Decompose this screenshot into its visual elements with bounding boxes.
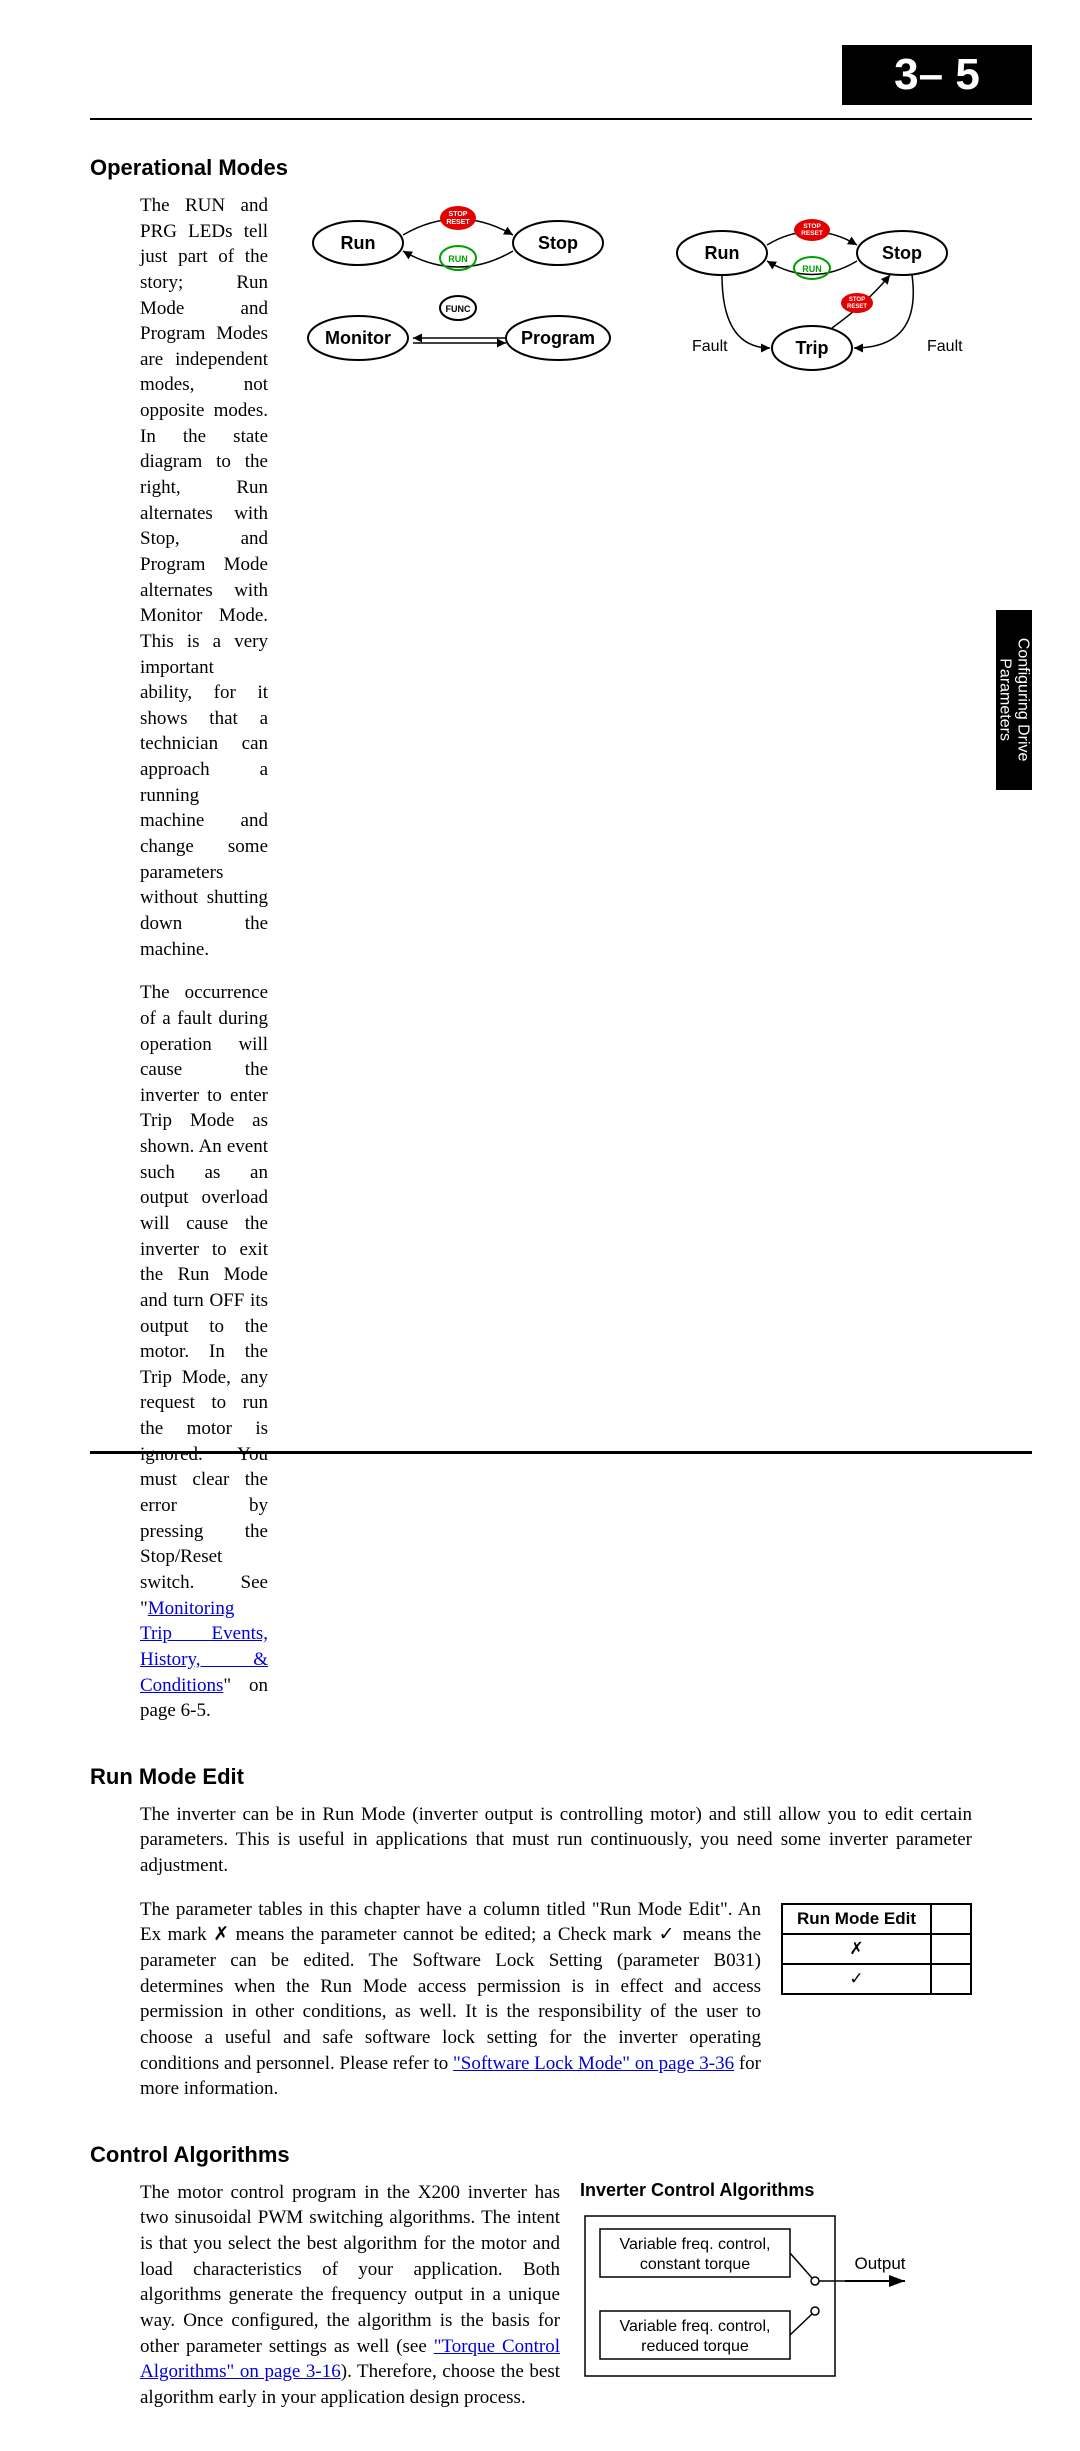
op-modes-row: The RUN and PRG LEDs tell just part of t… [90, 193, 972, 1742]
ca-p1: The motor control program in the X200 in… [140, 2180, 560, 2411]
link-software-lock[interactable]: "Software Lock Mode" on page 3-36 [453, 2053, 734, 2074]
section-operational-modes: Operational Modes The RUN and PRG LEDs t… [90, 155, 972, 1742]
rme-th-text: Run Mode Edit [797, 1909, 916, 1928]
svg-text:RESET: RESET [801, 230, 823, 237]
d2-fault-l: Fault [692, 338, 728, 355]
d2-fault-r: Fault [927, 338, 963, 355]
d1-stop: Stop [538, 233, 578, 253]
algo-box1-l1: Variable freq. control, [620, 2236, 771, 2253]
heading-operational-modes: Operational Modes [90, 155, 972, 181]
side-tab-text: Configuring DriveParameters [996, 638, 1031, 762]
page-number: 3– 5 [842, 45, 1032, 105]
rme-text: The parameter tables in this chapter hav… [140, 1897, 761, 2120]
rme-th: Run Mode Edit [782, 1904, 931, 1934]
section-run-mode-edit: Run Mode Edit The inverter can be in Run… [90, 1764, 972, 2120]
diagram-run-stop-monitor-program: Run Stop STOP RESET RUN Monitor [288, 193, 628, 393]
algo-box1-l2: constant torque [640, 2256, 750, 2273]
svg-text:RESET: RESET [446, 219, 470, 226]
svg-text:STOP: STOP [849, 297, 865, 303]
section-control-algorithms: Control Algorithms The motor control pro… [90, 2142, 972, 2429]
algo-svg: Variable freq. control, constant torque … [580, 2211, 920, 2391]
d1-func: FUNC [446, 304, 471, 314]
rme-body: The inverter can be in Run Mode (inverte… [140, 1802, 972, 2120]
d1-run: Run [341, 233, 376, 253]
heading-run-mode-edit: Run Mode Edit [90, 1764, 972, 1790]
algo-output: Output [854, 2254, 905, 2273]
op-modes-text: The RUN and PRG LEDs tell just part of t… [140, 193, 268, 1742]
ca-diagram-title: Inverter Control Algorithms [580, 2180, 920, 2201]
page-number-text: 3– 5 [894, 50, 980, 100]
d2-stop: Stop [882, 243, 922, 263]
rme-p1: The inverter can be in Run Mode (inverte… [140, 1802, 972, 1879]
rme-r1: ✗ [782, 1934, 931, 1964]
svg-text:STOP: STOP [449, 211, 468, 218]
op-modes-p1: The RUN and PRG LEDs tell just part of t… [140, 193, 268, 962]
d2-trip: Trip [795, 338, 828, 358]
side-tab: Configuring DriveParameters [996, 610, 1032, 790]
rme-r2: ✓ [782, 1964, 931, 1994]
top-rule [90, 118, 1032, 120]
rme-r2b [931, 1964, 971, 1994]
d1-program: Program [521, 328, 595, 348]
d2-run-btn: RUN [802, 264, 822, 274]
content: Operational Modes The RUN and PRG LEDs t… [90, 155, 972, 2451]
rme-p2a: The parameter tables in this chapter hav… [140, 1899, 761, 2074]
svg-text:RESET: RESET [847, 304, 867, 310]
rme-r1b [931, 1934, 971, 1964]
ca-diagram: Inverter Control Algorithms Variable fre… [580, 2180, 920, 2429]
bottom-rule [90, 1451, 1032, 1454]
rme-row: The parameter tables in this chapter hav… [140, 1897, 972, 2120]
d1-monitor: Monitor [325, 328, 391, 348]
rme-th-blank [931, 1904, 971, 1934]
rme-p2: The parameter tables in this chapter hav… [140, 1897, 761, 2102]
op-modes-p2a: The occurrence of a fault during operati… [140, 982, 268, 1618]
rme-table-wrap: Run Mode Edit ✗ ✓ [781, 1897, 972, 2120]
op-modes-p2: The occurrence of a fault during operati… [140, 980, 268, 1724]
algo-box2-l1: Variable freq. control, [620, 2318, 771, 2335]
algo-box2-l2: reduced torque [641, 2338, 749, 2355]
d1-run-btn: RUN [448, 254, 468, 264]
svg-text:STOP: STOP [803, 223, 821, 230]
ca-p1a: The motor control program in the X200 in… [140, 2182, 560, 2357]
ca-text: The motor control program in the X200 in… [140, 2180, 560, 2429]
diagram-run-stop-trip: Run Stop STOP RESET RUN Trip Fault [632, 213, 972, 393]
rme-table: Run Mode Edit ✗ ✓ [781, 1903, 972, 1995]
state-diagrams: Run Stop STOP RESET RUN Monitor [288, 193, 972, 1742]
heading-control-algorithms: Control Algorithms [90, 2142, 972, 2168]
d2-run: Run [705, 243, 740, 263]
ca-row: The motor control program in the X200 in… [140, 2180, 972, 2429]
